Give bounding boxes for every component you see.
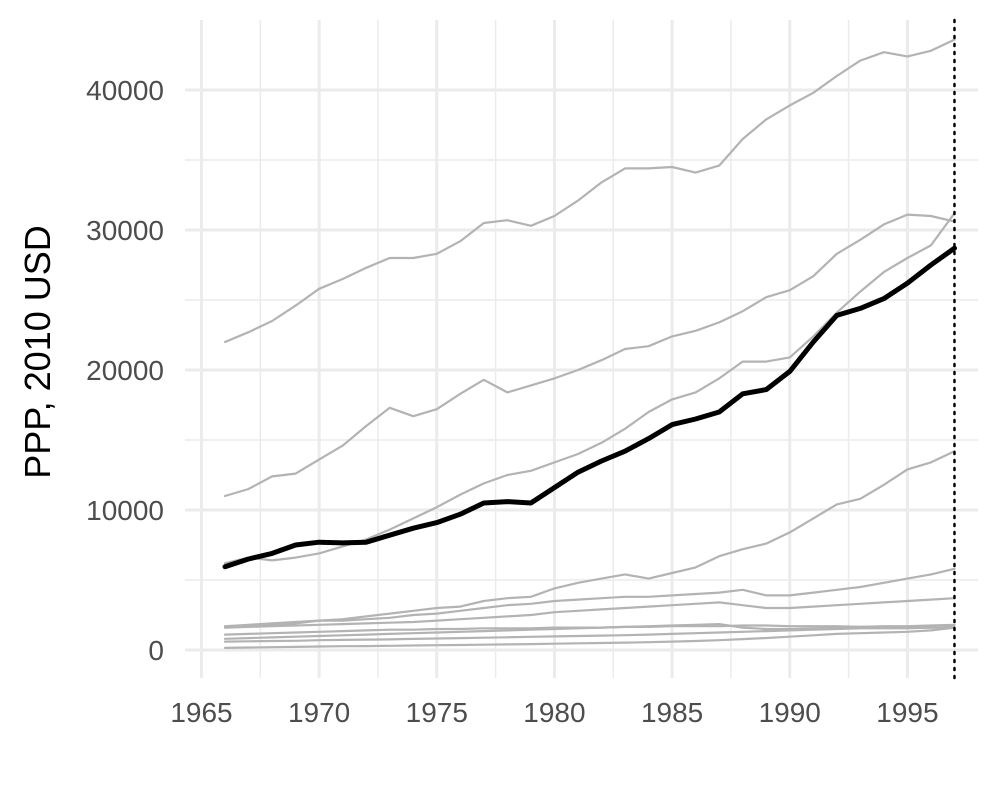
series-line: [223, 626, 956, 643]
series-layer: [222, 18, 957, 680]
y-tick-label: 10000: [86, 495, 164, 526]
y-tick-label: 0: [148, 635, 164, 666]
x-axis-ticks: 1965 1970 1975 1980 1985 1990 1995: [170, 697, 938, 728]
x-tick-label: 1970: [288, 697, 350, 728]
x-tick-label: 1980: [523, 697, 585, 728]
y-tick-label: 40000: [86, 75, 164, 106]
series-line: [223, 597, 956, 629]
series-line: [223, 567, 956, 628]
y-tick-label: 20000: [86, 355, 164, 386]
x-tick-label: 1965: [170, 697, 232, 728]
series-line: [223, 213, 956, 498]
x-tick-label: 1990: [759, 697, 821, 728]
y-axis-title: PPP, 2010 USD: [17, 225, 58, 479]
x-tick-label: 1985: [641, 697, 703, 728]
series-line: [223, 450, 956, 629]
series-line: [223, 624, 956, 636]
y-axis-ticks: 0 10000 20000 30000 40000: [86, 75, 164, 666]
x-tick-label: 1975: [406, 697, 468, 728]
minor-gridlines: [185, 20, 978, 678]
series-line: [223, 38, 956, 344]
y-tick-label: 30000: [86, 215, 164, 246]
major-gridlines: [185, 20, 978, 678]
highlighted-series-line: [222, 245, 957, 570]
x-tick-label: 1995: [876, 697, 938, 728]
series-line: [223, 626, 956, 650]
